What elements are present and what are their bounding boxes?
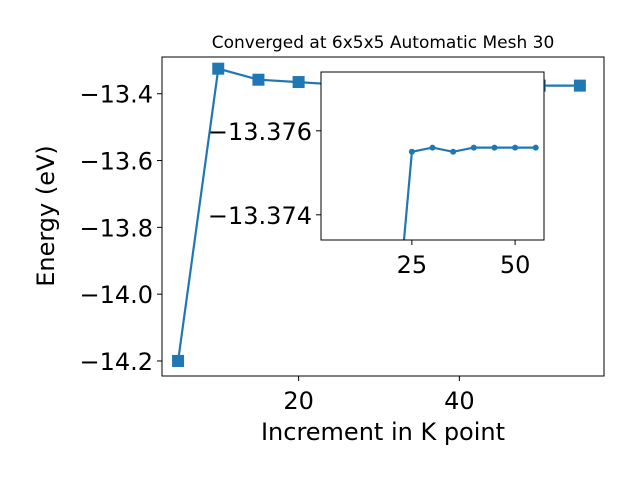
- inset-y-tick-label: −13.374: [208, 202, 312, 230]
- inset-plot-area: 25 50 −13.376 −13.374: [208, 71, 545, 279]
- main-data-point: [212, 62, 225, 75]
- main-x-tick-label: 40: [444, 387, 475, 415]
- inset-data-point: [408, 148, 415, 155]
- main-data-point: [573, 79, 586, 92]
- inset-data-point: [429, 144, 436, 151]
- main-y-tick-label: −14.2: [79, 348, 153, 376]
- main-data-point: [172, 354, 185, 367]
- x-axis-title: Increment in K point: [261, 418, 505, 446]
- main-y-tick-label: −13.4: [79, 81, 153, 109]
- inset-data-point: [512, 144, 519, 151]
- inset-series-line: [402, 146, 536, 240]
- main-y-tick-label: −14.0: [79, 281, 153, 309]
- y-axis-title: Energy (eV): [32, 145, 60, 287]
- inset-x-tick-label: 50: [500, 251, 531, 279]
- inset-data-point: [450, 148, 457, 155]
- inset-series: [402, 144, 539, 240]
- main-data-point: [292, 76, 305, 89]
- main-y-tick-label: −13.8: [79, 214, 153, 242]
- main-x-tick-label: 20: [283, 387, 314, 415]
- chart-title: Converged at 6x5x5 Automatic Mesh 30: [212, 33, 555, 53]
- inset-y-tick-label: −13.376: [208, 118, 312, 146]
- inset-data-point: [470, 144, 477, 151]
- main-frame: [161, 56, 605, 377]
- main-y-tick-label: −13.6: [79, 148, 153, 176]
- inset-frame: [320, 71, 545, 241]
- inset-data-point: [491, 144, 498, 151]
- inset-x-tick-label: 25: [397, 251, 428, 279]
- inset-data-point: [532, 144, 539, 151]
- main-data-point: [252, 73, 265, 86]
- inset-background: [321, 72, 544, 240]
